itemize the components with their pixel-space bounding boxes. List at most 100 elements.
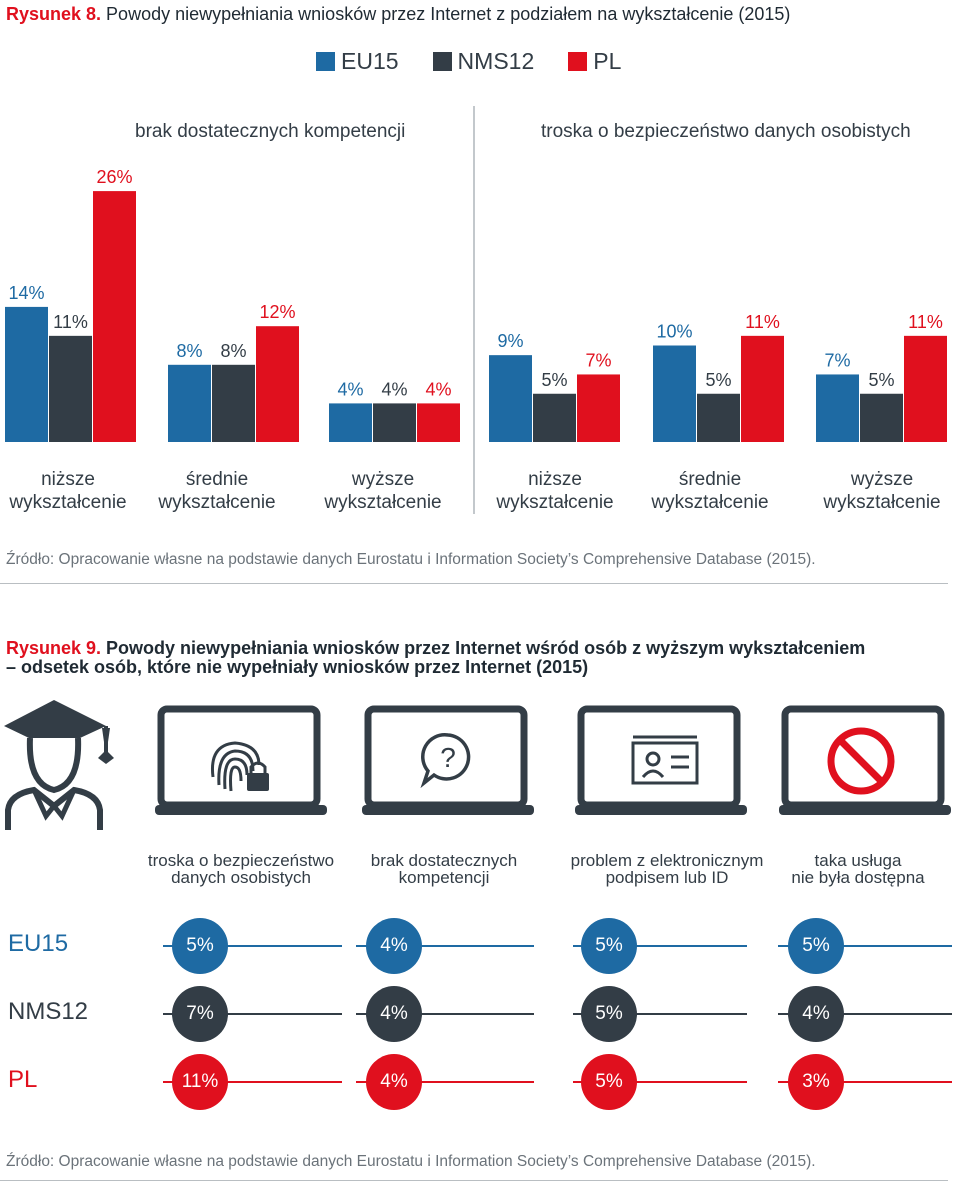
reason-label-signature: problem z elektronicznym podpisem lub ID xyxy=(552,852,782,886)
row-line xyxy=(573,1081,747,1083)
category-label-line: średnie xyxy=(185,469,249,490)
bar-pl-1-2 xyxy=(904,335,947,442)
category-label-lower-1: niższe wykształcenie xyxy=(3,468,133,514)
group-title-security: troska o bezpieczeństwo danych osobistyc… xyxy=(541,121,911,142)
category-label-line: wyższe xyxy=(351,469,415,490)
legend-item-pl: PL xyxy=(568,48,621,75)
bar-nms12-0-1 xyxy=(212,364,255,442)
laptop-fingerprint-lock-icon xyxy=(155,705,327,822)
bar-value-label: 11% xyxy=(745,312,780,332)
category-label-higher-2: wyższe wykształcenie xyxy=(817,468,947,514)
figure-9-source: Źródło: Opracowanie własne na podstawie … xyxy=(6,1153,816,1170)
bar-pl-0-1 xyxy=(256,326,299,442)
value-dot-nms12: 4% xyxy=(788,986,844,1042)
divider-rule xyxy=(0,583,948,584)
value-dot-pl: 3% xyxy=(788,1054,844,1110)
figure-9-title-line2: – odsetek osób, które nie wypełniały wni… xyxy=(6,657,589,677)
bar-value-label: 7% xyxy=(824,350,850,370)
value-dot-nms12: 7% xyxy=(172,986,228,1042)
category-label-line: wykształcenie xyxy=(158,492,276,513)
value-dot-pl: 4% xyxy=(366,1054,422,1110)
bar-value-label: 5% xyxy=(705,370,731,390)
bar-value-label: 10% xyxy=(656,322,692,342)
bar-value-label: 5% xyxy=(868,370,894,390)
reason-line: kompetencji xyxy=(398,868,490,887)
legend-item-eu15: EU15 xyxy=(316,48,399,75)
laptop-question-bubble-icon: ? xyxy=(362,705,534,822)
bar-eu15-1-1 xyxy=(653,345,696,442)
bar-nms12-1-2 xyxy=(860,393,903,442)
group-title-competence: brak dostatecznych kompetencji xyxy=(135,121,406,142)
value-dot-eu15: 5% xyxy=(788,918,844,974)
bottom-rule xyxy=(0,1180,948,1181)
figure-9-label: Rysunek 9. xyxy=(6,638,102,658)
row-line xyxy=(778,1081,952,1083)
bar-value-label: 11% xyxy=(53,312,88,332)
category-label-middle-2: średnie wykształcenie xyxy=(645,468,775,514)
graduate-icon xyxy=(4,700,114,830)
figure-8-label: Rysunek 8. xyxy=(6,4,102,24)
category-label-line: niższe xyxy=(528,469,582,490)
category-label-line: wykształcenie xyxy=(651,492,769,513)
bar-nms12-1-0 xyxy=(533,393,576,442)
bar-pl-0-2 xyxy=(417,403,460,442)
bar-value-label: 7% xyxy=(585,350,611,370)
reason-label-competence: brak dostatecznych kompetencji xyxy=(345,852,543,886)
row-line xyxy=(778,1013,952,1015)
legend-label-nms12: NMS12 xyxy=(457,48,535,74)
bar-value-label: 4% xyxy=(425,379,451,399)
reason-line: danych osobistych xyxy=(171,868,311,887)
row-line xyxy=(778,945,952,947)
legend-item-nms12: NMS12 xyxy=(432,48,535,75)
value-dot-eu15: 5% xyxy=(172,918,228,974)
value-dot-eu15: 4% xyxy=(366,918,422,974)
category-label-line: niższe xyxy=(41,469,95,490)
figure-9-title-line1: Powody niewypełniania wniosków przez Int… xyxy=(101,638,866,658)
bar-value-label: 5% xyxy=(541,370,567,390)
legend-label-eu15: EU15 xyxy=(341,48,399,74)
bar-value-label: 4% xyxy=(337,379,363,399)
row-label-nms12: NMS12 xyxy=(8,998,89,1025)
bar-value-label: 8% xyxy=(176,341,202,361)
bar-value-label: 14% xyxy=(8,283,44,303)
chart-legend: EU15 NMS12 PL xyxy=(316,48,621,75)
row-line xyxy=(356,1013,534,1015)
category-label-middle-1: średnie wykształcenie xyxy=(152,468,282,514)
row-line xyxy=(163,1013,342,1015)
group-divider xyxy=(473,106,475,514)
figure-8-source: Źródło: Opracowanie własne na podstawie … xyxy=(6,551,816,568)
category-label-line: wykształcenie xyxy=(823,492,941,513)
row-line xyxy=(573,945,747,947)
svg-text:?: ? xyxy=(440,742,456,773)
reason-line: podpisem lub ID xyxy=(605,868,729,887)
legend-label-pl: PL xyxy=(593,48,622,74)
figure-9-title: Rysunek 9. Powody niewypełniania wnioskó… xyxy=(6,639,865,677)
value-dot-nms12: 5% xyxy=(581,986,637,1042)
laptop-prohibited-icon xyxy=(779,705,951,822)
value-dot-pl: 5% xyxy=(581,1054,637,1110)
value-dot-pl: 11% xyxy=(172,1054,228,1110)
bar-value-label: 4% xyxy=(381,379,407,399)
legend-swatch-eu15 xyxy=(316,52,335,71)
row-line xyxy=(163,945,342,947)
reason-line: taka usługa xyxy=(814,851,902,870)
laptop-id-card-icon xyxy=(575,705,747,822)
bar-nms12-1-1 xyxy=(697,393,740,442)
bar-nms12-0-0 xyxy=(49,335,92,442)
category-label-higher-1: wyższe wykształcenie xyxy=(318,468,448,514)
legend-swatch-pl xyxy=(568,52,588,71)
row-line xyxy=(573,1013,747,1015)
figure-8-title: Rysunek 8. Powody niewypełniania wnioskó… xyxy=(6,4,790,25)
value-dot-eu15: 5% xyxy=(581,918,637,974)
row-line xyxy=(163,1081,342,1083)
bar-pl-1-1 xyxy=(741,335,784,442)
category-label-lower-2: niższe wykształcenie xyxy=(490,468,620,514)
bar-pl-0-0 xyxy=(93,191,136,442)
bar-value-label: 11% xyxy=(908,312,943,332)
legend-swatch-nms12 xyxy=(432,52,452,71)
reason-line: brak dostatecznych xyxy=(370,851,518,870)
category-label-line: średnie xyxy=(678,469,742,490)
bar-eu15-0-1 xyxy=(168,364,211,442)
row-line xyxy=(356,1081,534,1083)
reason-line: problem z elektronicznym xyxy=(570,851,764,870)
